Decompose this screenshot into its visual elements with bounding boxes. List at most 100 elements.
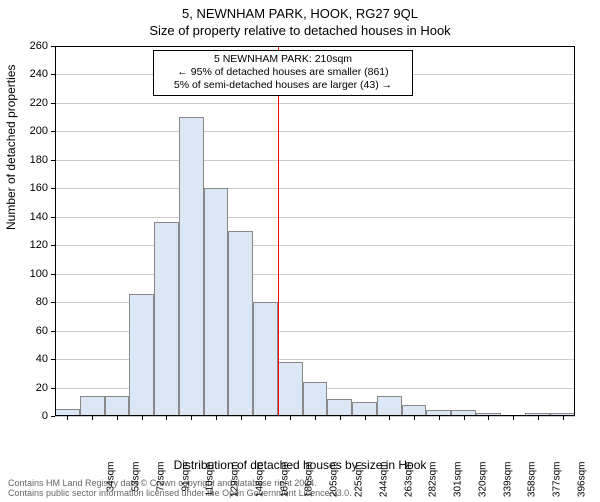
ytick-label: 60 [0, 325, 48, 337]
ytick-label: 220 [0, 97, 48, 109]
xtick-label: 320sqm [477, 462, 488, 502]
gridline [55, 245, 575, 246]
xtick-mark [365, 416, 366, 420]
xtick-label: 205sqm [329, 462, 340, 502]
gridline [55, 160, 575, 161]
ytick-mark [51, 359, 55, 360]
xtick-label: 339sqm [502, 462, 513, 502]
ytick-mark [51, 274, 55, 275]
ytick-label: 100 [0, 268, 48, 280]
ytick-label: 80 [0, 296, 48, 308]
xtick-label: 148sqm [254, 462, 265, 502]
ytick-mark [51, 103, 55, 104]
xtick-mark [142, 416, 143, 420]
xtick-label: 91sqm [180, 462, 191, 502]
histogram-bar [129, 294, 154, 416]
histogram-bar [402, 405, 427, 416]
annotation-line: ← 95% of detached houses are smaller (86… [160, 66, 406, 79]
ytick-mark [51, 302, 55, 303]
xtick-label: 358sqm [527, 462, 538, 502]
xtick-label: 377sqm [552, 462, 563, 502]
gridline [55, 188, 575, 189]
xtick-label: 244sqm [378, 462, 389, 502]
xtick-label: 53sqm [131, 462, 142, 502]
xtick-label: 263sqm [403, 462, 414, 502]
ytick-label: 260 [0, 40, 48, 52]
histogram-bar [204, 188, 229, 416]
xtick-mark [265, 416, 266, 420]
histogram-bar [80, 396, 105, 416]
ytick-mark [51, 160, 55, 161]
xtick-mark [464, 416, 465, 420]
xtick-mark [414, 416, 415, 420]
ytick-label: 120 [0, 239, 48, 251]
ytick-label: 40 [0, 353, 48, 365]
ytick-mark [51, 217, 55, 218]
xtick-label: 225sqm [354, 462, 365, 502]
chart-title-main: 5, NEWNHAM PARK, HOOK, RG27 9QL [0, 0, 600, 21]
gridline [55, 46, 575, 47]
xtick-label: 396sqm [576, 462, 587, 502]
histogram-bar [55, 409, 80, 416]
xtick-label: 167sqm [279, 462, 290, 502]
annotation-box: 5 NEWNHAM PARK: 210sqm← 95% of detached … [153, 50, 413, 96]
histogram-bar [327, 399, 352, 416]
xtick-mark [389, 416, 390, 420]
ytick-mark [51, 131, 55, 132]
gridline [55, 274, 575, 275]
reference-line [278, 46, 279, 416]
ytick-label: 180 [0, 154, 48, 166]
xtick-mark [241, 416, 242, 420]
xtick-label: 301sqm [453, 462, 464, 502]
xtick-label: 110sqm [205, 462, 216, 502]
xtick-mark [67, 416, 68, 420]
y-axis-label: Number of detached properties [4, 65, 18, 230]
xtick-mark [340, 416, 341, 420]
histogram-bar [352, 402, 377, 416]
histogram-bar [228, 231, 253, 416]
histogram-bar [105, 396, 130, 416]
histogram-bar [253, 302, 278, 416]
histogram-bar [303, 382, 328, 416]
ytick-label: 0 [0, 410, 48, 422]
xtick-mark [166, 416, 167, 420]
xtick-mark [563, 416, 564, 420]
xtick-label: 34sqm [106, 462, 117, 502]
gridline [55, 217, 575, 218]
xtick-label: 282sqm [428, 462, 439, 502]
histogram-bar [377, 396, 402, 416]
ytick-mark [51, 245, 55, 246]
ytick-mark [51, 46, 55, 47]
xtick-mark [439, 416, 440, 420]
ytick-label: 240 [0, 68, 48, 80]
annotation-line: 5 NEWNHAM PARK: 210sqm [160, 53, 406, 66]
xtick-mark [315, 416, 316, 420]
xtick-label: 129sqm [230, 462, 241, 502]
gridline [55, 103, 575, 104]
chart-title-sub: Size of property relative to detached ho… [0, 21, 600, 38]
xtick-label: 186sqm [304, 462, 315, 502]
histogram-bar [154, 222, 179, 416]
ytick-mark [51, 188, 55, 189]
xtick-mark [117, 416, 118, 420]
ytick-label: 160 [0, 182, 48, 194]
ytick-label: 20 [0, 382, 48, 394]
ytick-mark [51, 416, 55, 417]
ytick-label: 140 [0, 211, 48, 223]
ytick-mark [51, 388, 55, 389]
histogram-bar [278, 362, 303, 416]
ytick-mark [51, 74, 55, 75]
xtick-mark [92, 416, 93, 420]
xtick-mark [538, 416, 539, 420]
xtick-mark [488, 416, 489, 420]
xtick-mark [191, 416, 192, 420]
ytick-mark [51, 331, 55, 332]
xtick-label: 72sqm [155, 462, 166, 502]
xtick-mark [216, 416, 217, 420]
plot-area: 5 NEWNHAM PARK: 210sqm← 95% of detached … [55, 46, 575, 416]
histogram-bar [179, 117, 204, 416]
gridline [55, 131, 575, 132]
annotation-line: 5% of semi-detached houses are larger (4… [160, 79, 406, 92]
xtick-mark [290, 416, 291, 420]
ytick-label: 200 [0, 125, 48, 137]
